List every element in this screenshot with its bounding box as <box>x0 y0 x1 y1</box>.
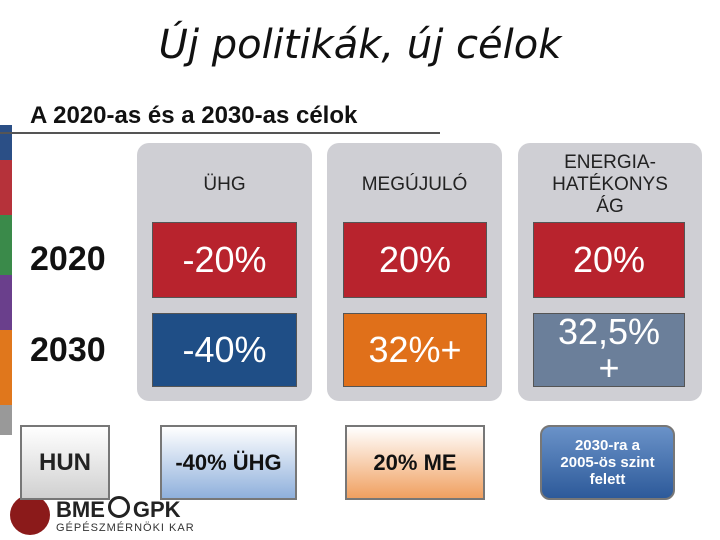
line: -40% <box>182 329 267 370</box>
line: -40% ÜHG <box>175 449 282 475</box>
row-label: 2030 <box>30 331 106 369</box>
cell: -20% <box>152 222 297 298</box>
line: 20% <box>378 239 452 280</box>
line: felett <box>589 471 626 488</box>
cell: 20% <box>533 222 685 298</box>
subtitle: A 2020-as és a 2030-as célok <box>30 102 358 129</box>
line: HATÉKONYS <box>552 174 668 195</box>
line: 20% <box>572 239 646 280</box>
column-header: ÜHG <box>137 150 312 220</box>
strip <box>0 160 12 215</box>
strip <box>0 275 12 330</box>
column-header: ENERGIA- HATÉKONYS ÁG <box>518 150 702 220</box>
hun-cell: -40% ÜHG <box>160 425 297 500</box>
logo-icon <box>107 496 130 518</box>
line: 2005-ös szint <box>560 454 655 471</box>
cell: -40% <box>152 313 297 387</box>
line: ÜHG <box>203 174 246 195</box>
line: 32,5% <box>557 311 661 352</box>
row-label: 2020 <box>30 240 106 278</box>
line: 2030-ra a <box>574 437 641 454</box>
logo-subtitle: GÉPÉSZMÉRNÖKI KAR <box>56 522 195 534</box>
line: 20% ME <box>373 449 457 475</box>
strip <box>0 405 12 435</box>
logo-name: GPK <box>132 497 181 522</box>
line: ENERGIA- <box>564 152 656 173</box>
logo-name: BME <box>56 497 105 522</box>
title: Új politikák, új célok <box>158 22 562 68</box>
line: + <box>598 347 620 388</box>
strip <box>0 125 12 160</box>
cell: 20% <box>343 222 487 298</box>
line: MEGÚJULÓ <box>361 174 468 195</box>
cell: 32%+ <box>343 313 487 387</box>
line: ÁG <box>596 196 624 217</box>
line: -20% <box>182 239 267 280</box>
line: 32%+ <box>368 329 462 370</box>
hun-cell: 2030-ra a 2005-ös szint felett <box>540 425 675 500</box>
hun-label: HUN <box>20 425 110 500</box>
column-header: MEGÚJULÓ <box>327 150 502 220</box>
cell: 32,5% + <box>533 313 685 387</box>
logo-seal <box>10 495 50 535</box>
rule <box>0 132 440 134</box>
hun-cell: 20% ME <box>345 425 485 500</box>
strip <box>0 215 12 275</box>
strip <box>0 330 12 405</box>
